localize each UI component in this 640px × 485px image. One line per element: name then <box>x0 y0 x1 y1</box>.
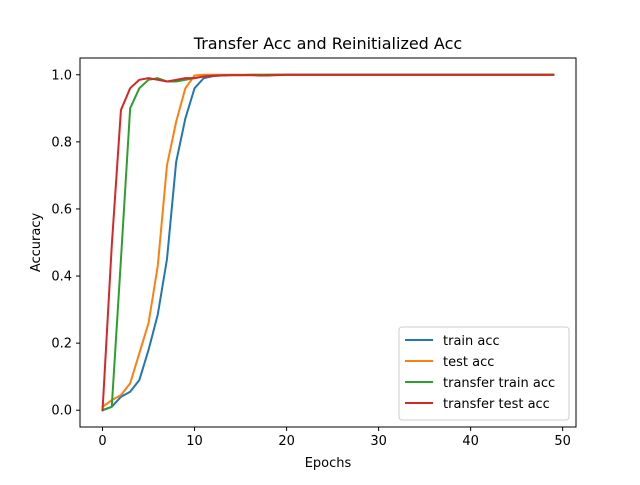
y-tick-label: 0.6 <box>51 202 72 217</box>
legend-label: transfer train acc <box>443 376 555 391</box>
legend-label: train acc <box>443 334 500 349</box>
y-axis: 0.0 0.2 0.4 0.6 0.8 1.0 <box>51 68 80 419</box>
x-axis-label: Epochs <box>305 456 352 471</box>
x-tick-label: 40 <box>462 434 479 449</box>
x-tick-label: 50 <box>554 434 571 449</box>
plot-area <box>101 73 555 412</box>
x-axis: 0 10 20 30 40 50 <box>98 427 571 449</box>
legend-label: transfer test acc <box>443 397 550 412</box>
series-line-transfer-test-acc <box>101 73 555 412</box>
x-tick-label: 30 <box>370 434 387 449</box>
x-tick-label: 0 <box>98 434 106 449</box>
y-axis-label: Accuracy <box>29 213 44 273</box>
y-tick-label: 1.0 <box>51 68 72 83</box>
legend-box <box>398 326 570 421</box>
legend-label: test acc <box>443 355 494 370</box>
y-tick-label: 0.2 <box>51 337 72 352</box>
y-tick-label: 0.0 <box>51 404 72 419</box>
y-tick-label: 0.8 <box>51 135 72 150</box>
chart-title: Transfer Acc and Reinitialized Acc <box>193 34 462 53</box>
x-tick-label: 10 <box>186 434 203 449</box>
x-tick-label: 20 <box>278 434 295 449</box>
legend: train acc test acc transfer train acc trans… <box>398 326 570 421</box>
y-tick-label: 0.4 <box>51 270 72 285</box>
axes-frame <box>79 57 577 428</box>
